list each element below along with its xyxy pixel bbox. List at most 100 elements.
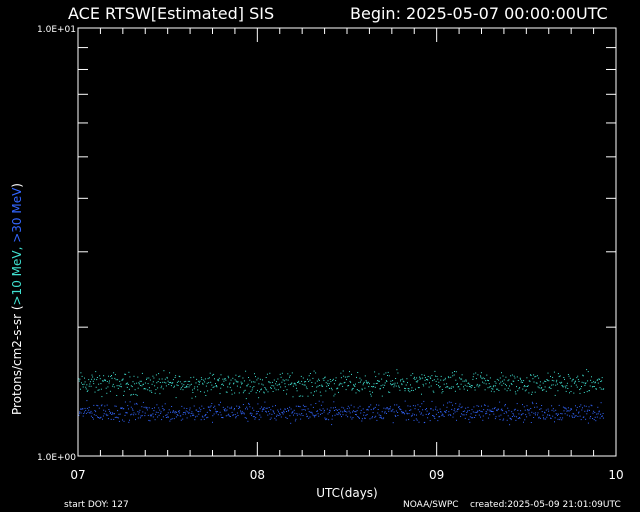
point-10mev (277, 389, 279, 391)
point-30mev (388, 408, 390, 410)
point-10mev (306, 388, 308, 390)
point-10mev (208, 382, 210, 384)
point-30mev (503, 418, 505, 420)
point-30mev (347, 405, 349, 407)
point-10mev (411, 387, 413, 389)
point-30mev (164, 403, 166, 405)
point-30mev (93, 404, 95, 406)
point-30mev (460, 415, 462, 417)
point-30mev (452, 416, 454, 418)
point-30mev (404, 400, 406, 402)
point-30mev (489, 410, 491, 412)
point-10mev (274, 387, 276, 389)
point-10mev (561, 381, 563, 383)
point-30mev (468, 418, 470, 420)
point-10mev (425, 383, 427, 385)
point-10mev (376, 382, 378, 384)
point-10mev (435, 375, 436, 377)
point-30mev (435, 413, 437, 415)
point-10mev (576, 386, 578, 388)
point-10mev (377, 380, 379, 381)
y-axis-label-part: Protons/cm2-s-sr ( (10, 306, 24, 416)
point-10mev (435, 380, 437, 382)
point-30mev (595, 420, 597, 422)
point-10mev (477, 374, 479, 376)
point-10mev (213, 373, 215, 375)
point-10mev (547, 372, 549, 374)
point-10mev (556, 383, 558, 385)
point-10mev (499, 383, 501, 385)
point-30mev (156, 404, 158, 406)
point-30mev (569, 415, 570, 417)
point-10mev (110, 376, 112, 377)
point-10mev (267, 391, 269, 393)
point-30mev (256, 413, 258, 415)
point-10mev (443, 383, 445, 385)
point-10mev (392, 383, 394, 385)
point-30mev (406, 413, 408, 415)
point-30mev (485, 411, 487, 413)
point-10mev (167, 380, 169, 382)
point-10mev (168, 382, 170, 384)
y-axis-label-part: ) (10, 183, 24, 188)
point-10mev (176, 384, 178, 386)
point-10mev (591, 382, 593, 384)
point-10mev (169, 372, 171, 374)
point-10mev (567, 388, 569, 389)
point-30mev (368, 406, 370, 408)
point-30mev (447, 414, 449, 416)
point-30mev (533, 412, 535, 414)
point-30mev (542, 414, 544, 416)
point-30mev (112, 413, 114, 415)
point-10mev (203, 379, 205, 381)
point-10mev (166, 377, 168, 379)
point-30mev (158, 407, 160, 409)
point-30mev (274, 417, 276, 419)
point-30mev (296, 414, 298, 416)
point-10mev (331, 387, 332, 389)
point-30mev (538, 417, 540, 419)
point-10mev (319, 391, 321, 393)
point-30mev (329, 410, 331, 412)
point-10mev (166, 376, 168, 378)
point-30mev (176, 411, 178, 413)
point-10mev (544, 386, 546, 388)
point-10mev (182, 389, 184, 391)
point-30mev (204, 415, 206, 417)
point-10mev (562, 385, 564, 387)
point-30mev (137, 411, 139, 413)
point-30mev (81, 408, 83, 410)
point-30mev (513, 409, 515, 411)
point-10mev (393, 386, 395, 388)
point-30mev (533, 417, 535, 418)
point-30mev (352, 411, 353, 413)
point-30mev (308, 417, 310, 419)
point-30mev (129, 401, 131, 403)
point-30mev (338, 408, 340, 410)
point-30mev (153, 410, 155, 412)
point-10mev (161, 385, 163, 387)
point-30mev (168, 416, 169, 418)
point-10mev (242, 392, 244, 394)
point-30mev (235, 417, 237, 419)
point-10mev (599, 378, 601, 380)
point-30mev (317, 410, 318, 412)
point-30mev (342, 414, 344, 416)
point-10mev (163, 370, 165, 372)
point-10mev (78, 380, 80, 382)
point-10mev (299, 382, 301, 384)
point-30mev (458, 405, 460, 407)
point-30mev (269, 418, 271, 420)
point-10mev (498, 390, 500, 391)
point-10mev (311, 386, 313, 387)
point-30mev (305, 405, 307, 407)
point-10mev (367, 381, 369, 383)
point-30mev (538, 416, 540, 418)
point-10mev (481, 378, 483, 380)
point-30mev (406, 412, 408, 414)
point-10mev (509, 389, 511, 391)
point-30mev (141, 415, 143, 417)
point-30mev (260, 416, 262, 418)
point-10mev (294, 382, 296, 384)
point-10mev (552, 376, 554, 378)
